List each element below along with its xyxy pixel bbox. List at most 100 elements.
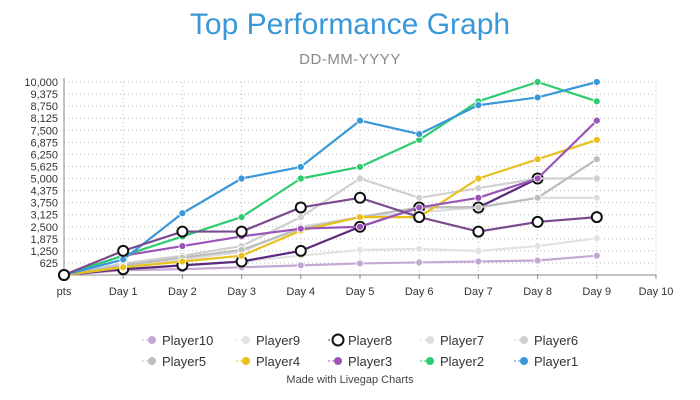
- x-tick-label: pts: [57, 286, 72, 298]
- legend-marker-player7[interactable]: [426, 336, 434, 344]
- data-point-player8: [176, 225, 189, 238]
- y-tick-label: 6,875: [30, 137, 58, 149]
- data-point-player1: [296, 163, 305, 171]
- legend-label-player9[interactable]: Player9: [256, 333, 300, 348]
- series-line-player8: [63, 196, 597, 277]
- legend-label-player8[interactable]: Player8: [348, 333, 392, 348]
- x-tick-label: Day 9: [582, 286, 611, 298]
- data-point-player4: [119, 263, 128, 272]
- x-tick-label: Day 2: [168, 286, 197, 298]
- legend-marker-player4[interactable]: [242, 357, 250, 365]
- legend-label-player2[interactable]: Player2: [440, 354, 484, 369]
- data-point-player3: [592, 116, 601, 125]
- data-point-player4: [592, 135, 601, 144]
- data-point-player2: [592, 97, 601, 106]
- data-point-player1: [415, 130, 424, 139]
- data-point-player4: [533, 155, 542, 164]
- series-line-player2: [63, 80, 598, 277]
- series-line-player3: [63, 119, 598, 277]
- y-tick-label: 4,375: [30, 186, 58, 198]
- legend-marker-player2[interactable]: [426, 357, 434, 365]
- x-tick-label: Day 4: [286, 286, 315, 298]
- x-tick-label: Day 7: [464, 286, 493, 298]
- series-line-player6: [63, 177, 597, 277]
- y-tick-label: 5,000: [30, 174, 58, 186]
- data-point-player4: [474, 174, 483, 183]
- series-line-player4: [63, 138, 598, 277]
- legend-label-player7[interactable]: Player7: [440, 333, 484, 348]
- data-point-player3: [178, 242, 187, 250]
- chart-title: Top Performance Graph: [189, 8, 511, 41]
- y-tick-label: 7,500: [30, 125, 58, 137]
- y-tick-label: 3,125: [30, 210, 58, 222]
- y-tick-label: 2,500: [30, 222, 58, 234]
- data-point-player1: [592, 78, 601, 86]
- y-tick-label: 5,625: [30, 161, 58, 173]
- y-tick-label: 625: [40, 258, 58, 270]
- series-line-player10: [63, 254, 597, 277]
- data-point-player8: [117, 244, 130, 257]
- data-point-player8: [413, 211, 426, 224]
- data-point-player5: [533, 193, 542, 202]
- data-point-player1: [356, 116, 364, 125]
- data-point-player8: [531, 215, 544, 228]
- data-point-player3: [415, 203, 424, 212]
- legend-marker-player3[interactable]: [334, 357, 342, 365]
- legend-label-player10[interactable]: Player10: [162, 333, 213, 348]
- data-point-player4: [237, 251, 246, 260]
- y-tick-label: 10,000: [24, 77, 58, 89]
- legend-marker-player5[interactable]: [148, 357, 156, 365]
- data-point-player2: [296, 174, 305, 183]
- data-point-player5: [592, 155, 601, 164]
- data-point-player7: [592, 193, 601, 202]
- data-point-player5: [474, 203, 483, 212]
- data-point-player6: [474, 184, 483, 193]
- x-tick-label: Day 6: [405, 286, 434, 298]
- y-tick-label: 8,750: [30, 101, 58, 113]
- data-point-player3: [533, 174, 542, 183]
- y-tick-label: 6,250: [30, 149, 58, 161]
- data-point-player4: [178, 257, 187, 266]
- y-tick-label: 3,750: [30, 198, 58, 210]
- data-point-player9: [415, 245, 424, 253]
- x-tick-label: Day 3: [227, 286, 256, 298]
- legend-marker-player6[interactable]: [520, 336, 528, 344]
- legend-label-player1[interactable]: Player1: [534, 354, 578, 369]
- data-point-player6: [356, 174, 364, 183]
- data-point-player2: [356, 163, 364, 171]
- data-point-player1: [119, 255, 128, 264]
- data-point-player10: [592, 251, 601, 260]
- series-line-player1: [63, 80, 598, 277]
- x-tick-label: Day 1: [109, 286, 138, 298]
- legend-label-player3[interactable]: Player3: [348, 354, 392, 369]
- y-tick-label: 1,250: [30, 246, 58, 258]
- legend-marker-player9[interactable]: [242, 336, 250, 344]
- data-point-player10: [415, 258, 424, 267]
- x-tick-label: Day 5: [346, 286, 375, 298]
- y-tick-label: 9,375: [30, 89, 58, 101]
- data-point-player8: [294, 201, 307, 214]
- data-point-player9: [592, 234, 601, 243]
- x-tick-label: Day 10: [639, 286, 674, 298]
- data-point-player9: [533, 242, 542, 250]
- data-point-player8: [58, 269, 70, 281]
- legend-label-player5[interactable]: Player5: [162, 354, 206, 369]
- data-point-player10: [474, 257, 483, 266]
- data-point-player1: [237, 174, 246, 183]
- data-point-player8: [354, 191, 366, 204]
- legend-label-player6[interactable]: Player6: [534, 333, 578, 348]
- x-tick-label: Day 8: [523, 286, 552, 298]
- data-point-player8: [235, 225, 248, 238]
- data-point-player10: [356, 259, 364, 268]
- legend-marker-player8[interactable]: [331, 333, 345, 347]
- legend-marker-player10[interactable]: [148, 336, 156, 344]
- data-point-player4: [356, 213, 364, 222]
- legend-label-player4[interactable]: Player4: [256, 354, 300, 369]
- data-point-player1: [178, 209, 187, 218]
- data-point-player2: [533, 78, 542, 86]
- data-point-player1: [533, 93, 542, 102]
- chart-subtitle: DD-MM-YYYY: [299, 51, 401, 68]
- data-point-player8: [294, 244, 307, 257]
- legend-marker-player1[interactable]: [520, 357, 528, 365]
